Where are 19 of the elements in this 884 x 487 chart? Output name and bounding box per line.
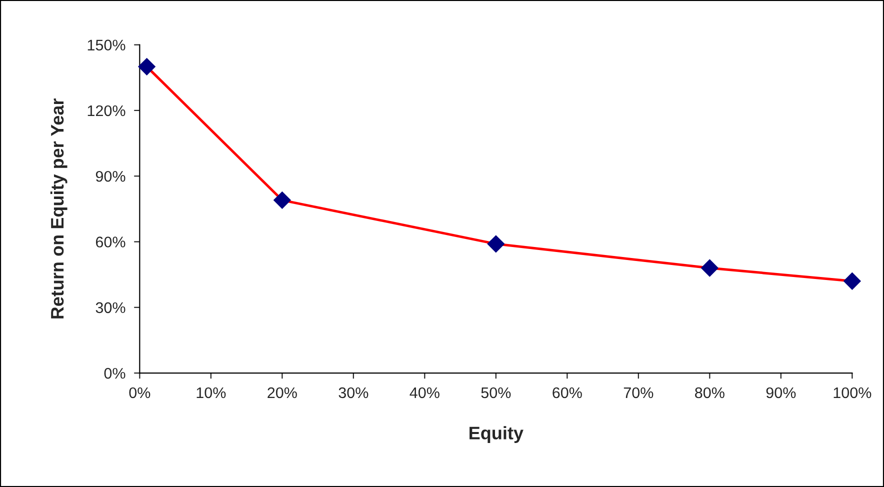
- x-tick-label: 60%: [552, 387, 582, 398]
- y-tick-label: 90%: [96, 170, 126, 182]
- x-tick-label: 10%: [196, 387, 226, 398]
- x-tick-label: 100%: [834, 387, 872, 398]
- x-tick-label: 0%: [129, 387, 150, 398]
- y-tick-label: 150%: [88, 40, 126, 50]
- x-tick-label: 80%: [695, 387, 724, 398]
- y-tick-label: 0%: [104, 368, 126, 379]
- y-tick-label: 60%: [96, 236, 126, 248]
- x-tick-label: 20%: [268, 387, 297, 398]
- x-tick-label: 90%: [766, 387, 796, 398]
- x-tick-label: 40%: [410, 387, 440, 398]
- y-tick-label: 120%: [88, 105, 126, 116]
- x-axis-title: Equity: [470, 426, 524, 444]
- x-tick-label: 30%: [338, 387, 368, 398]
- x-tick-label: 70%: [624, 387, 654, 398]
- y-tick-label: 30%: [96, 302, 126, 314]
- x-tick-label: 50%: [481, 387, 511, 398]
- y-axis-title: Return on Equity per Year: [50, 98, 68, 318]
